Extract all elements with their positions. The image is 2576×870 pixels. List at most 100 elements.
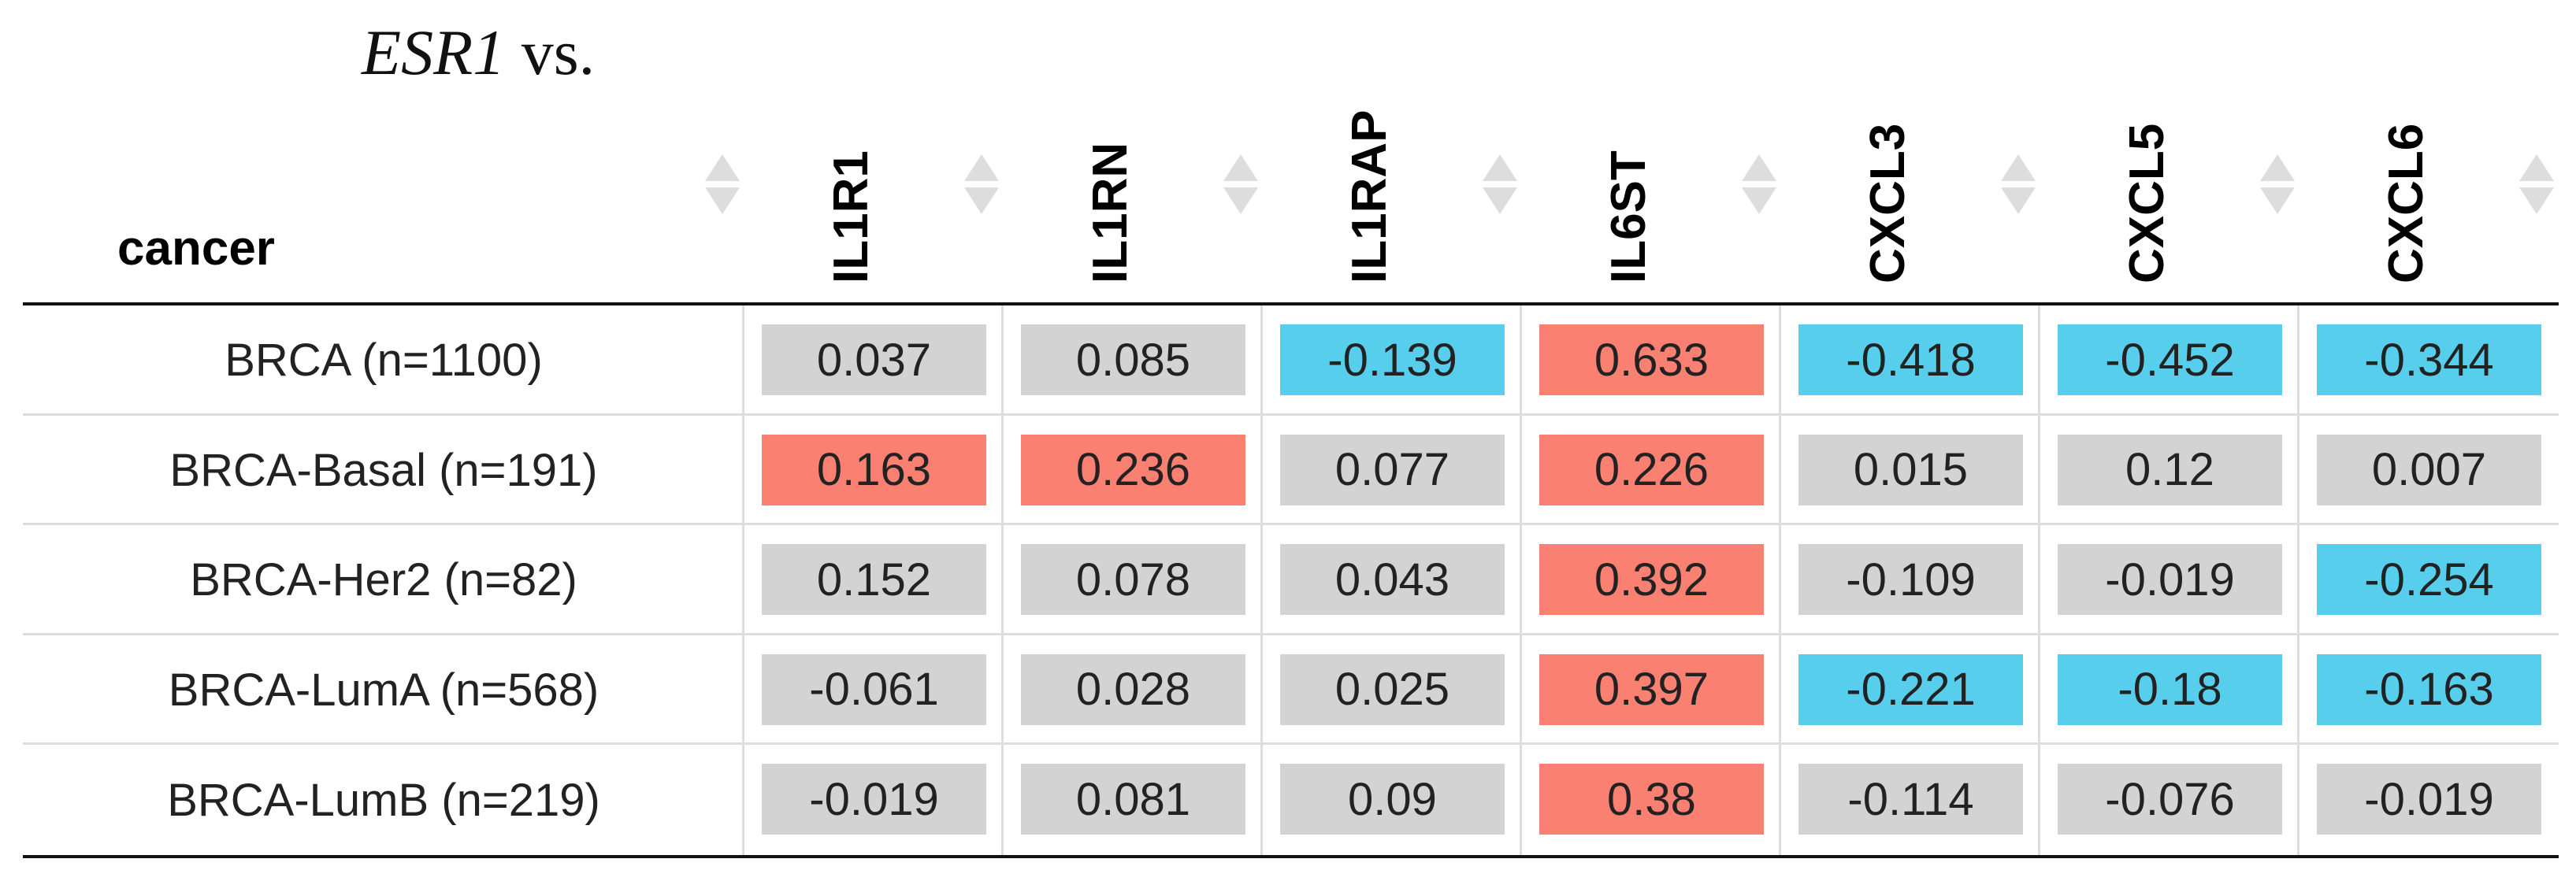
row-label: BRCA (n=1100): [225, 335, 543, 387]
value-cell: 0.077: [1280, 434, 1505, 505]
sort-up[interactable]: [2260, 154, 2295, 181]
header-line: [23, 302, 2559, 305]
table-cell: [2299, 635, 2559, 746]
value-cell: 0.028: [1021, 653, 1245, 725]
value-cell: 0.078: [1021, 544, 1245, 616]
value-cell: 0.38: [1539, 764, 1764, 835]
column-header: cancer: [117, 220, 275, 276]
sort-up[interactable]: [1483, 154, 1517, 181]
table-cell: [2299, 525, 2559, 635]
value-cell: 0.152: [762, 544, 986, 616]
table-cell: [1004, 745, 1263, 855]
column-header[interactable]: IL1RN: [1083, 142, 1138, 283]
value-cell: 0.163: [762, 434, 986, 505]
sort-up[interactable]: [2519, 154, 2554, 181]
table-cell: [744, 635, 1004, 746]
sort-down[interactable]: [1223, 187, 1258, 214]
value-cell: -0.254: [2317, 544, 2541, 616]
sort-up[interactable]: [1223, 154, 1258, 181]
table-cell: [2040, 635, 2299, 746]
value-cell: 0.397: [1539, 653, 1764, 725]
value-cell: -0.344: [2317, 324, 2541, 395]
value-cell: 0.392: [1539, 544, 1764, 616]
table-cell: [744, 305, 1004, 416]
table-cell: [2040, 305, 2299, 416]
row-label: BRCA-Her2 (n=82): [190, 554, 577, 606]
value-cell: 0.236: [1021, 434, 1245, 505]
value-cell: -0.061: [762, 653, 986, 725]
row-label: BRCA-LumB (n=219): [167, 774, 600, 826]
sort-up[interactable]: [2001, 154, 2036, 181]
value-cell: -0.019: [762, 764, 986, 835]
value-cell: 0.037: [762, 324, 986, 395]
value-cell: 0.015: [1798, 434, 2023, 505]
value-cell: -0.076: [2058, 764, 2282, 835]
value-cell: 0.025: [1280, 653, 1505, 725]
sort-down[interactable]: [1483, 187, 1517, 214]
value-cell: -0.109: [1798, 544, 2023, 616]
value-cell: 0.226: [1539, 434, 1764, 505]
value-cell: -0.114: [1798, 764, 2023, 835]
table-cell: [2040, 745, 2299, 855]
table-cell: [1781, 635, 2040, 746]
title: ESR1 vs.: [362, 16, 595, 90]
value-cell: -0.019: [2058, 544, 2282, 616]
column-header[interactable]: CXCL3: [1861, 123, 1915, 283]
column-header[interactable]: IL6ST: [1602, 150, 1656, 283]
table-cell: [2040, 415, 2299, 526]
table-cell: [2299, 416, 2559, 526]
table-cell: [1263, 745, 1522, 855]
title-gene: ESR1: [362, 17, 506, 88]
value-cell: 0.12: [2058, 434, 2282, 505]
value-cell: -0.139: [1280, 324, 1505, 395]
table-cell: [1781, 745, 2040, 855]
table-cell: [1263, 305, 1522, 416]
sort-down[interactable]: [1742, 187, 1776, 214]
value-cell: -0.163: [2317, 653, 2541, 725]
value-cell: 0.09: [1280, 764, 1505, 835]
value-cell: 0.633: [1539, 324, 1764, 395]
value-cell: 0.081: [1021, 764, 1245, 835]
table-cell: [1522, 525, 1781, 635]
table-cell: [1522, 635, 1781, 746]
column-header[interactable]: CXCL6: [2379, 123, 2433, 283]
sort-down[interactable]: [2001, 187, 2036, 214]
table-cell: [744, 415, 1004, 526]
table-cell: [1522, 415, 1781, 526]
sort-down[interactable]: [2260, 187, 2295, 214]
value-cell: 0.043: [1280, 544, 1505, 616]
table-cell: [1263, 415, 1522, 526]
value-cell: -0.18: [2058, 653, 2282, 725]
table-cell: [1522, 745, 1781, 855]
column-header[interactable]: CXCL5: [2120, 123, 2174, 283]
table-cell: [1004, 305, 1263, 416]
value-cell: -0.418: [1798, 324, 2023, 395]
row-label: BRCA-LumA (n=568): [168, 665, 599, 716]
value-cell: 0.007: [2317, 434, 2541, 505]
sort-up[interactable]: [705, 154, 740, 181]
value-cell: -0.019: [2317, 764, 2541, 835]
sort-down[interactable]: [964, 187, 999, 214]
table-cell: [1004, 635, 1263, 746]
sort-down[interactable]: [2519, 187, 2554, 214]
column-header[interactable]: IL1RAP: [1342, 109, 1397, 283]
table-cell: [1004, 415, 1263, 526]
sort-up[interactable]: [964, 154, 999, 181]
row-label: BRCA-Basal (n=191): [169, 444, 598, 496]
table-cell: [2299, 305, 2559, 416]
table-cell: [1781, 525, 2040, 635]
value-cell: 0.085: [1021, 324, 1245, 395]
table-cell: [1004, 525, 1263, 635]
table-cell: [1781, 415, 2040, 526]
table-cell: [23, 415, 744, 526]
table-cell: [2040, 525, 2299, 635]
sort-up[interactable]: [1742, 154, 1776, 181]
bottom-line: [23, 855, 2559, 858]
table-cell: [23, 305, 744, 416]
table-cell: [1263, 635, 1522, 746]
sort-down[interactable]: [705, 187, 740, 214]
column-header[interactable]: IL1R1: [824, 150, 878, 283]
title-suffix: vs.: [521, 17, 596, 88]
table-cell: [1522, 305, 1781, 416]
